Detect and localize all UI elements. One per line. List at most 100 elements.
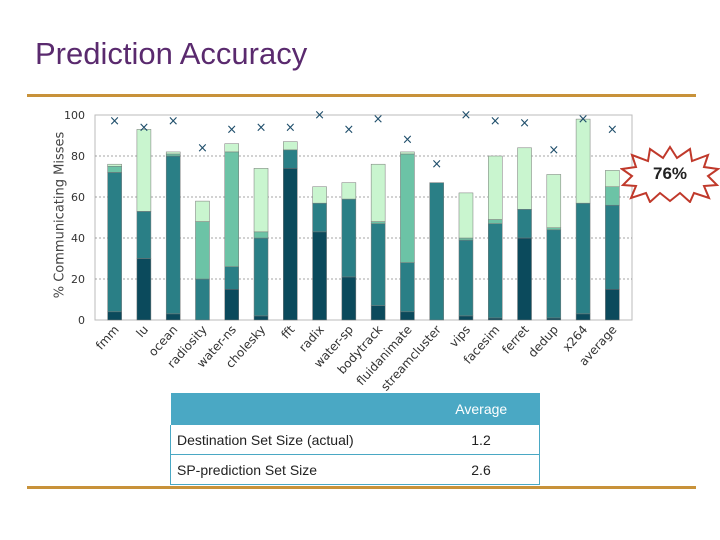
bar-segment: [370, 221, 386, 224]
marker-point: ×: [431, 157, 442, 172]
bar-segment: [400, 151, 415, 155]
bar-segment: [253, 231, 269, 239]
marker-point: ×: [461, 108, 472, 123]
bar-segment: [575, 313, 591, 321]
row-value: 2.6: [423, 454, 540, 485]
bar-segment: [458, 192, 474, 239]
bar-segment: [224, 289, 239, 321]
marker-point: ×: [607, 122, 618, 137]
bar-segment: [224, 266, 239, 290]
bar-segment: [546, 174, 562, 228]
bar-segment: [370, 163, 386, 222]
y-tick-label: 80: [71, 150, 85, 163]
marker-point: ×: [578, 112, 589, 127]
marker-point: ×: [402, 133, 413, 148]
bar-segment: [283, 149, 298, 169]
x-tick-label: vips: [447, 323, 474, 350]
bar-segment: [107, 166, 122, 173]
table-row: SP-prediction Set Size 2.6: [170, 454, 540, 485]
bar-segment: [605, 289, 620, 321]
bar-segment: [224, 151, 239, 267]
bar-segment: [283, 141, 298, 151]
bar-segment: [370, 305, 386, 321]
bar-segment: [195, 278, 210, 321]
marker-point: ×: [226, 122, 237, 137]
y-tick-label: 100: [64, 109, 85, 122]
marker-point: ×: [138, 120, 149, 135]
bar-segment: [253, 168, 269, 233]
y-tick-label: 60: [71, 191, 85, 204]
bar-segment: [107, 311, 122, 321]
marker-point: ×: [343, 122, 354, 137]
bar-segment: [341, 198, 357, 278]
bottom-divider: [27, 486, 696, 489]
bar-segment: [370, 223, 386, 306]
marker-point: ×: [197, 141, 208, 156]
y-tick-label: 20: [71, 273, 85, 286]
bar-segment: [517, 209, 532, 239]
bar-segment: [488, 219, 503, 224]
x-tick-label: lu: [133, 323, 151, 341]
bar-segment: [283, 168, 298, 321]
callout-badge: 76%: [619, 145, 720, 204]
marker-point: ×: [490, 114, 501, 129]
table-header-row: Average: [170, 393, 540, 425]
bar-segment: [107, 163, 122, 167]
y-tick-label: 40: [71, 232, 85, 245]
row-value: 1.2: [423, 425, 540, 455]
bar-segment: [400, 153, 415, 263]
bar-segment: [605, 204, 620, 290]
bar-segment: [165, 151, 181, 155]
bar-segment: [458, 239, 474, 317]
plot-frame: [94, 114, 633, 321]
bar-segment: [605, 186, 620, 206]
y-tick-label: 0: [78, 314, 85, 327]
marker-point: ×: [285, 120, 296, 135]
bar-segment: [546, 229, 562, 319]
bar-segment: [165, 155, 181, 315]
bar-segment: [341, 276, 357, 321]
bar-segment: [517, 147, 532, 210]
bar-segment: [546, 227, 562, 231]
starburst-icon: [619, 145, 720, 204]
set-size-table: Average Destination Set Size (actual) 1.…: [170, 393, 540, 485]
marker-point: ×: [168, 114, 179, 129]
marker-point: ×: [314, 108, 325, 123]
bar-segment: [517, 237, 532, 321]
marker-point: ×: [109, 114, 120, 129]
bar-segment: [253, 237, 269, 317]
bar-segment: [165, 313, 181, 321]
marker-point: ×: [519, 116, 530, 131]
table-header-blank: [170, 393, 423, 425]
bar-segment: [575, 202, 591, 315]
x-tick-label: fft: [278, 322, 297, 341]
bar-segment: [575, 118, 591, 204]
marker-point: ×: [548, 143, 559, 158]
bar-segment: [195, 200, 210, 222]
bar-segment: [224, 143, 239, 153]
marker-point: ×: [373, 112, 384, 127]
top-divider: [27, 94, 696, 97]
bar-segment: [253, 315, 269, 321]
bar-segment: [312, 231, 327, 321]
bar-segment: [400, 262, 415, 313]
row-label: SP-prediction Set Size: [170, 454, 423, 485]
bar-segment: [458, 315, 474, 321]
slide-title: Prediction Accuracy: [35, 36, 308, 71]
y-axis-label: % Communicating Misses: [52, 131, 68, 299]
bar-segment: [488, 317, 503, 321]
bar-segment: [165, 153, 181, 157]
row-label: Destination Set Size (actual): [170, 425, 423, 455]
bar-segment: [400, 311, 415, 321]
table-row: Destination Set Size (actual) 1.2: [170, 425, 540, 455]
bar-segment: [546, 317, 562, 321]
bar-segment: [488, 223, 503, 319]
bar-segment: [107, 172, 122, 313]
x-tick-label: fmm: [93, 323, 122, 353]
bar-segment: [136, 129, 152, 212]
bar-segment: [341, 182, 357, 200]
x-tick-label: dedup: [525, 323, 561, 360]
bar-segment: [605, 170, 620, 188]
bar-segment: [488, 155, 503, 220]
